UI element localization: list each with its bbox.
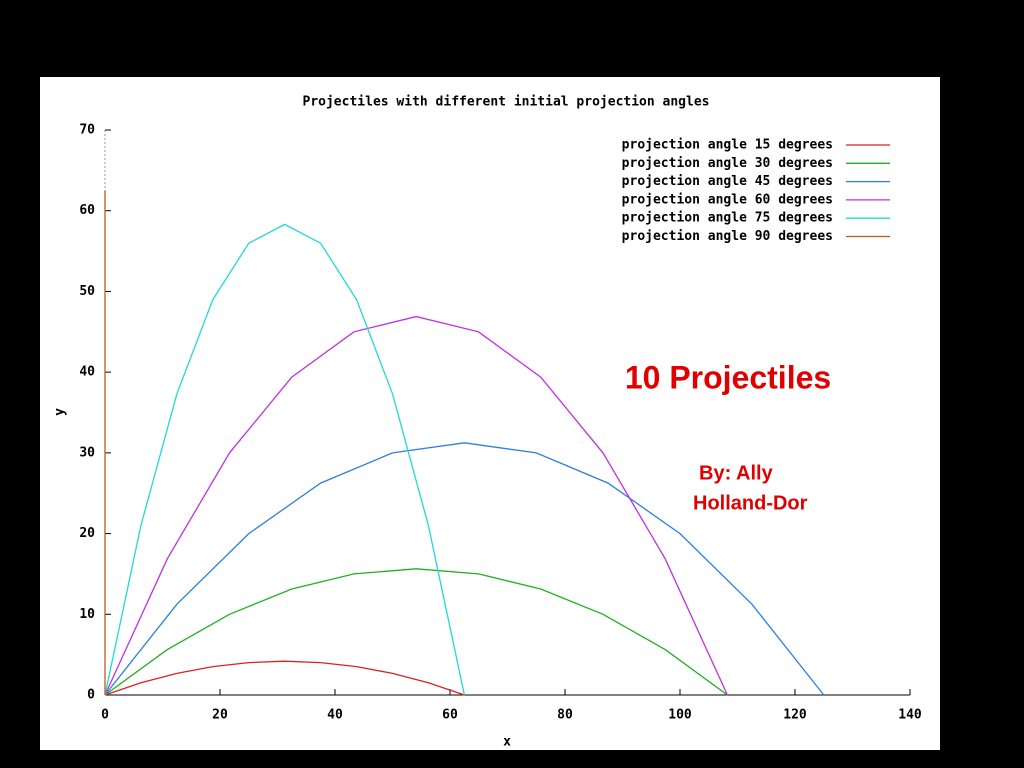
legend-label: projection angle 15 degrees <box>622 138 833 153</box>
x-tick-label: 80 <box>557 708 573 723</box>
legend-label: projection angle 60 degrees <box>622 192 833 207</box>
legend-label: projection angle 90 degrees <box>622 229 833 244</box>
y-axis-label: y <box>53 408 68 416</box>
series-line <box>104 660 465 696</box>
x-tick-label: 0 <box>101 708 109 723</box>
x-axis-label: x <box>503 735 511 750</box>
series-line <box>104 442 825 696</box>
y-tick-label: 40 <box>79 365 95 380</box>
byline: By: Ally <box>699 462 774 484</box>
byline: Holland-Dor <box>693 492 808 514</box>
x-tick-label: 40 <box>327 708 343 723</box>
x-tick-label: 100 <box>668 708 692 723</box>
series-line <box>104 223 466 696</box>
chart-panel <box>40 77 940 750</box>
series-line <box>104 568 728 696</box>
chart-title: Projectiles with different initial proje… <box>303 95 710 110</box>
y-tick-label: 30 <box>79 445 95 460</box>
y-tick-label: 0 <box>87 688 95 703</box>
y-tick-label: 20 <box>79 526 95 541</box>
x-tick-label: 60 <box>442 708 458 723</box>
x-tick-label: 120 <box>783 708 807 723</box>
x-tick-label: 140 <box>898 708 922 723</box>
y-tick-label: 70 <box>79 123 95 138</box>
y-tick-label: 60 <box>79 203 95 218</box>
y-tick-label: 10 <box>79 607 95 622</box>
legend-label: projection angle 30 degrees <box>622 156 833 171</box>
legend-label: projection angle 75 degrees <box>622 211 833 226</box>
x-tick-label: 20 <box>212 708 228 723</box>
slide-heading: 10 Projectiles <box>625 359 831 395</box>
series-line <box>104 315 728 696</box>
y-tick-label: 50 <box>79 284 95 299</box>
legend-label: projection angle 45 degrees <box>622 174 833 189</box>
